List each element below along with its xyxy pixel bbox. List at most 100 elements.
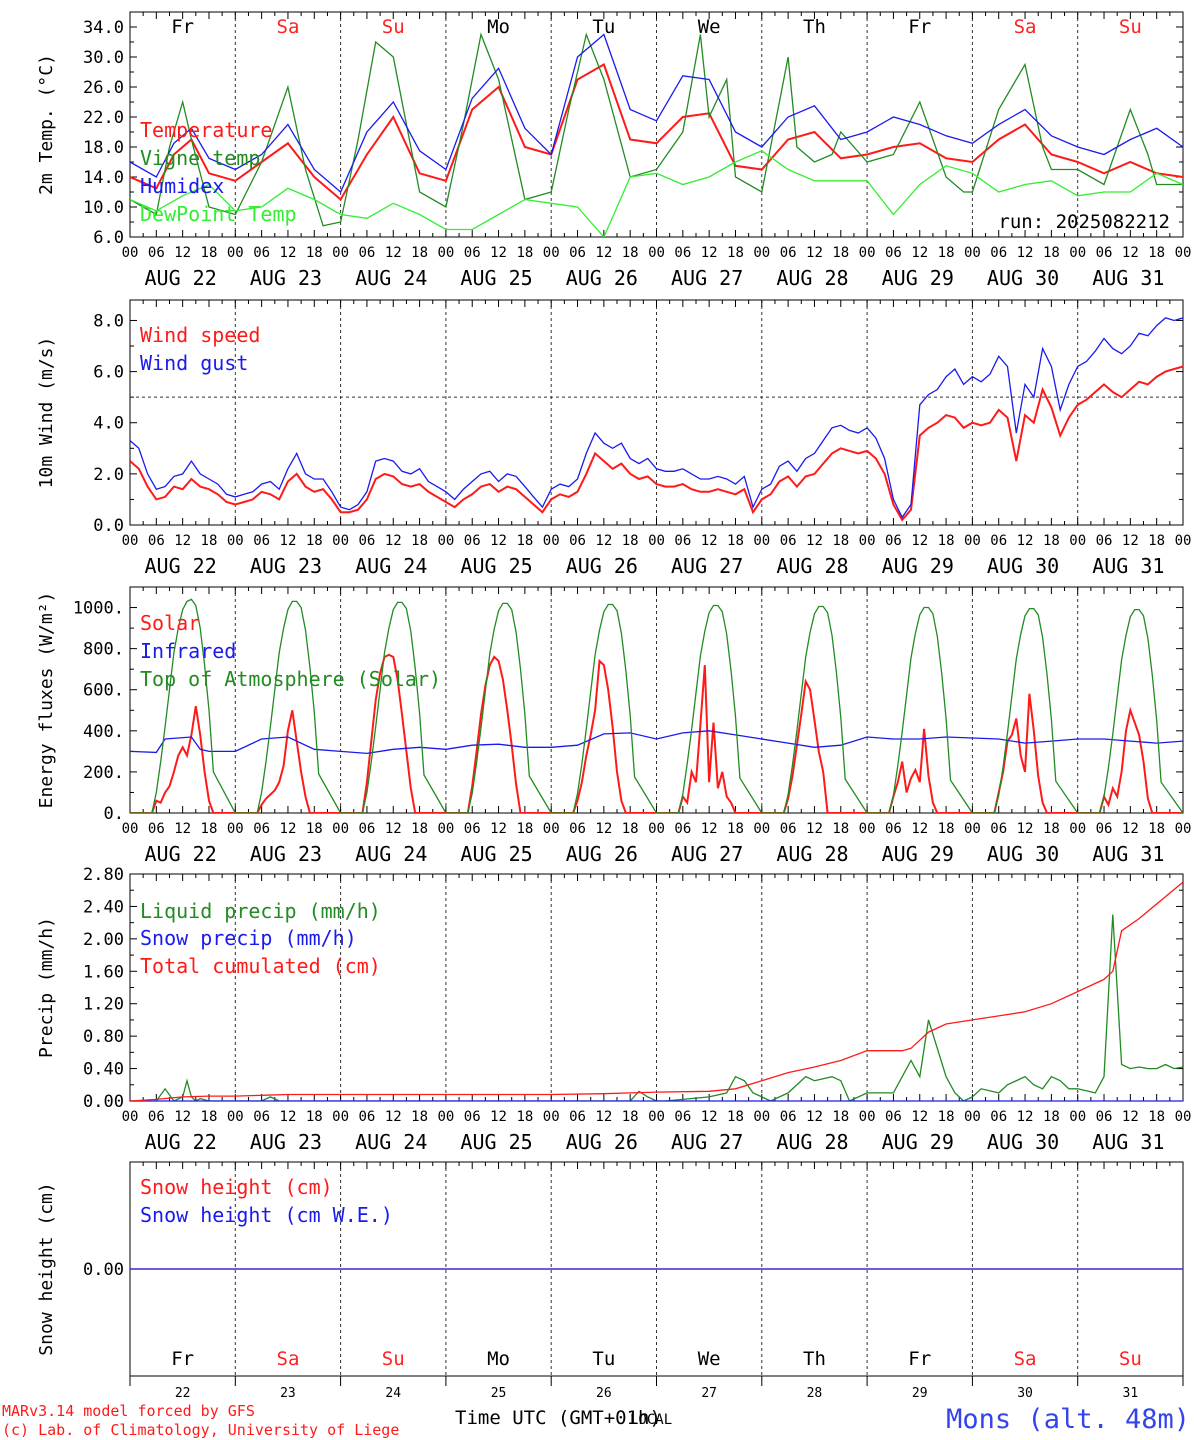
weekday-label: Fr	[908, 1348, 931, 1370]
hour-label: 18	[411, 1109, 428, 1125]
hour-label: 12	[911, 1109, 928, 1125]
hour-label: 12	[1017, 821, 1034, 837]
y-tick-label: 1.20	[83, 995, 124, 1015]
legend-entry: Solar	[140, 611, 200, 635]
y-axis-label: Snow height (cm)	[36, 1182, 57, 1355]
hour-label: 12	[490, 245, 507, 261]
hour-label: 06	[1096, 821, 1113, 837]
date-label: AUG 27	[671, 266, 743, 290]
hour-label: 06	[1096, 533, 1113, 549]
hour-label: 00	[437, 533, 454, 549]
hour-label: 18	[832, 245, 849, 261]
date-label: AUG 25	[460, 842, 532, 866]
date-label: AUG 31	[1092, 1130, 1164, 1154]
hour-label: 12	[1122, 821, 1139, 837]
hour-label: 00	[227, 1109, 244, 1125]
legend-entry: DewPoint Temp	[140, 202, 297, 226]
hour-label: 06	[148, 533, 165, 549]
weekday-label: Su	[382, 16, 405, 38]
hour-label: 12	[174, 821, 191, 837]
hour-label: 00	[648, 821, 665, 837]
credit-line-1: MARv3.14 model forced by GFS	[2, 1402, 255, 1420]
hour-label: 18	[938, 1109, 955, 1125]
weekday-label: Fr	[171, 1348, 194, 1370]
hour-label: 18	[516, 245, 533, 261]
y-tick-label: 22.0	[83, 108, 124, 128]
weekday-label: Tu	[592, 1348, 615, 1370]
legend-entry: Humidex	[140, 174, 224, 198]
weekday-label: Sa	[277, 16, 300, 38]
date-label: AUG 30	[987, 266, 1059, 290]
hour-label: 18	[1043, 245, 1060, 261]
series-line-2-2	[130, 317, 1183, 519]
hour-label: 12	[911, 245, 928, 261]
hour-label: 06	[780, 821, 797, 837]
series-line-3-3	[130, 598, 1183, 813]
hour-label: 18	[727, 533, 744, 549]
hour-label: 06	[1096, 1109, 1113, 1125]
time-axis-label-overlay: LOCAL	[630, 1412, 672, 1428]
hour-label: 06	[569, 1109, 586, 1125]
date-label: AUG 30	[987, 554, 1059, 578]
y-tick-label: 34.0	[83, 18, 124, 38]
hour-label: 12	[595, 245, 612, 261]
hour-label: 00	[122, 1109, 139, 1125]
hour-label: 00	[332, 533, 349, 549]
series-line-3-1	[130, 653, 1183, 813]
hour-label: 00	[753, 821, 770, 837]
date-label: AUG 26	[566, 554, 638, 578]
hour-label: 00	[1175, 245, 1192, 261]
date-label: AUG 22	[145, 1130, 217, 1154]
hour-label: 06	[569, 245, 586, 261]
weekday-label: Su	[1119, 1348, 1142, 1370]
legend-entry: Infrared	[140, 639, 236, 663]
hour-label: 06	[885, 533, 902, 549]
y-tick-label: 10.0	[83, 198, 124, 218]
date-label: AUG 30	[987, 842, 1059, 866]
weekday-label: We	[698, 16, 721, 38]
day-number-label: 28	[807, 1386, 823, 1401]
series-line-1-2	[130, 32, 1183, 227]
meteogram-footer: MARv3.14 model forced by GFS (c) Lab. of…	[2, 1402, 1190, 1439]
hour-label: 06	[990, 1109, 1007, 1125]
hour-label: 06	[990, 821, 1007, 837]
hour-label: 18	[1148, 245, 1165, 261]
date-label: AUG 28	[776, 554, 848, 578]
day-number-label: 31	[1123, 1386, 1139, 1401]
hour-label: 06	[358, 533, 375, 549]
legend-entry: Wind speed	[140, 323, 260, 347]
panel-2: 0.0 2.0 4.0 6.0 8.0 10m Wind (m/s) Wind speed W…	[36, 299, 1191, 578]
hour-label: 00	[332, 245, 349, 261]
hour-label: 12	[806, 245, 823, 261]
hour-label: 12	[595, 533, 612, 549]
weekday-label: Sa	[1014, 16, 1037, 38]
hour-label: 12	[385, 245, 402, 261]
hour-label: 18	[516, 533, 533, 549]
day-number-label: 26	[596, 1386, 612, 1401]
hour-label: 18	[411, 245, 428, 261]
hour-label: 00	[964, 1109, 981, 1125]
date-label: AUG 22	[145, 554, 217, 578]
date-label: AUG 24	[355, 266, 427, 290]
series-line-4-1	[130, 914, 1183, 1101]
hour-label: 06	[358, 821, 375, 837]
weekday-label: Mo	[487, 16, 510, 38]
y-tick-label: 1.60	[83, 962, 124, 982]
hour-label: 06	[253, 533, 270, 549]
hour-label: 06	[780, 533, 797, 549]
series-line-1-3	[130, 33, 1183, 194]
date-label: AUG 29	[882, 1130, 954, 1154]
hour-label: 06	[674, 533, 691, 549]
hour-label: 12	[1122, 533, 1139, 549]
hour-label: 06	[358, 1109, 375, 1125]
date-label: AUG 27	[671, 842, 743, 866]
y-tick-label: 26.0	[83, 78, 124, 98]
series-line-3-2	[130, 730, 1183, 755]
date-label: AUG 28	[776, 842, 848, 866]
hour-label: 06	[148, 821, 165, 837]
hour-label: 00	[1069, 1109, 1086, 1125]
hour-label: 18	[832, 1109, 849, 1125]
y-tick-label: 0.80	[83, 1027, 124, 1047]
legend-entry: Top of Atmosphere (Solar)	[140, 667, 441, 691]
